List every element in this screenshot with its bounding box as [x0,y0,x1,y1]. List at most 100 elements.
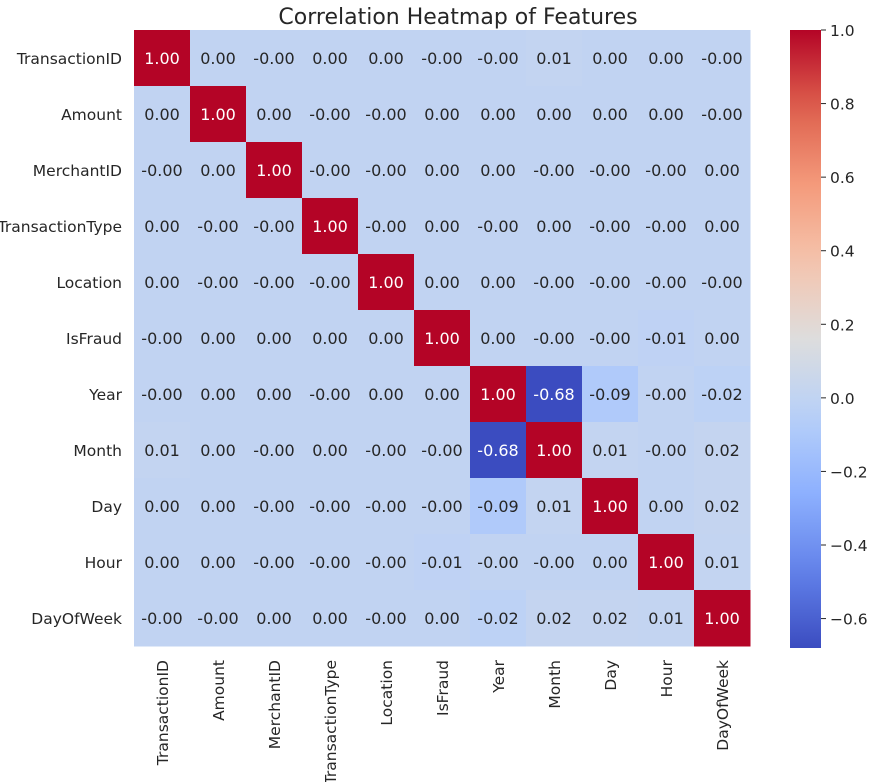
cell-value-label: 0.00 [480,161,516,180]
heatmap-cell [582,310,639,367]
cell-value-label: 0.01 [648,609,684,628]
heatmap-cell [246,422,303,479]
cell-value-label: -0.00 [365,609,406,628]
heatmap-cell [470,198,527,255]
heatmap-cell [638,590,695,647]
cell-value-label: -0.00 [253,497,294,516]
y-tick-label: Day [91,498,122,516]
cell-value-label: 0.00 [200,329,236,348]
heatmap-cell-labels: 1.00 0.00 -0.00 0.00 0.00 -0.00 -0.00 0.01 0.00 0… [141,49,742,628]
heatmap-cell [582,534,639,591]
heatmap-cell [694,198,751,255]
y-tick-label: Amount [61,106,122,124]
cell-value-label: 1.00 [704,609,740,628]
heatmap-cell [582,254,639,311]
cell-value-label: 0.00 [480,329,516,348]
x-tick-label: Amount [210,660,228,721]
heatmap-cell [358,534,415,591]
chart-title: Correlation Heatmap of Features [278,5,637,30]
colorbar-tick-label: −0.6 [830,611,868,629]
cell-value-label: -0.09 [589,385,630,404]
cell-value-label: 0.00 [200,441,236,460]
heatmap-cell [358,142,415,199]
heatmap-cell [526,30,583,87]
cell-value-label: 0.00 [704,217,740,236]
colorbar-tick-label: 0.6 [830,169,855,187]
x-tick-label: Hour [658,659,676,697]
cell-value-label: -0.02 [477,609,518,628]
heatmap-cell [582,422,639,479]
heatmap-cell [526,422,583,479]
cell-value-label: -0.00 [533,161,574,180]
heatmap-cell [414,478,471,535]
cell-value-label: 0.01 [592,441,628,460]
cell-value-label: -0.00 [365,217,406,236]
cell-value-label: 0.00 [256,609,292,628]
cell-value-label: 0.01 [536,497,572,516]
cell-value-label: -0.00 [645,385,686,404]
heatmap-cell [414,534,471,591]
heatmap-cell [246,86,303,143]
y-tick-label: Year [88,386,122,404]
cell-value-label: 0.00 [424,385,460,404]
heatmap-cell [582,86,639,143]
heatmap-cell [694,590,751,647]
heatmap-cell [358,422,415,479]
heatmap-cell [134,366,191,423]
colorbar-tick-label: −0.4 [830,537,868,555]
heatmap-cell [190,534,247,591]
cell-value-label: 0.00 [648,497,684,516]
heatmap-cell [358,254,415,311]
y-tick-label: Month [73,442,122,460]
heatmap-cell [414,30,471,87]
heatmap-cell [638,310,695,367]
heatmap-cell [134,30,191,87]
cell-value-label: -0.00 [309,105,350,124]
cell-value-label: 0.00 [144,105,180,124]
heatmap-cell [134,254,191,311]
cell-value-label: -0.00 [141,161,182,180]
cell-value-label: -0.00 [141,609,182,628]
heatmap-cell [358,366,415,423]
cell-value-label: 0.00 [424,161,460,180]
heatmap-cell [414,86,471,143]
cell-value-label: -0.00 [309,497,350,516]
heatmap-cell [190,310,247,367]
heatmap-cell [414,310,471,367]
heatmap-cell [414,142,471,199]
heatmap-cell [414,366,471,423]
x-tick-label: TransactionID [154,660,172,766]
cell-value-label: -0.00 [533,553,574,572]
cell-value-label: -0.00 [253,441,294,460]
heatmap-cell [190,142,247,199]
cell-value-label: -0.00 [645,217,686,236]
cell-value-label: 0.00 [592,553,628,572]
x-tick-label: Location [378,660,396,726]
cell-value-label: 0.00 [144,497,180,516]
heatmap-cell [302,198,359,255]
cell-value-label: 0.00 [312,329,348,348]
cell-value-label: -0.00 [589,217,630,236]
heatmap-cell [694,142,751,199]
heatmap-cell [638,86,695,143]
heatmap-cell [134,142,191,199]
heatmap-cell [414,422,471,479]
heatmap-cell [470,422,527,479]
cell-value-label: -0.00 [365,161,406,180]
heatmap-cell [526,254,583,311]
cell-value-label: -0.00 [421,441,462,460]
heatmap-cell [638,366,695,423]
heatmap-cell [694,478,751,535]
heatmap-cell [134,310,191,367]
cell-value-label: 0.00 [200,161,236,180]
x-tick-label: Day [602,660,620,691]
heatmap-cell [470,366,527,423]
heatmap-cell [358,198,415,255]
cell-value-label: 0.00 [704,161,740,180]
heatmap-cell [302,254,359,311]
cell-value-label: -0.00 [533,329,574,348]
heatmap-cell [526,198,583,255]
cell-value-label: -0.00 [645,161,686,180]
cell-value-label: 0.00 [144,273,180,292]
cell-value-label: -0.00 [197,273,238,292]
